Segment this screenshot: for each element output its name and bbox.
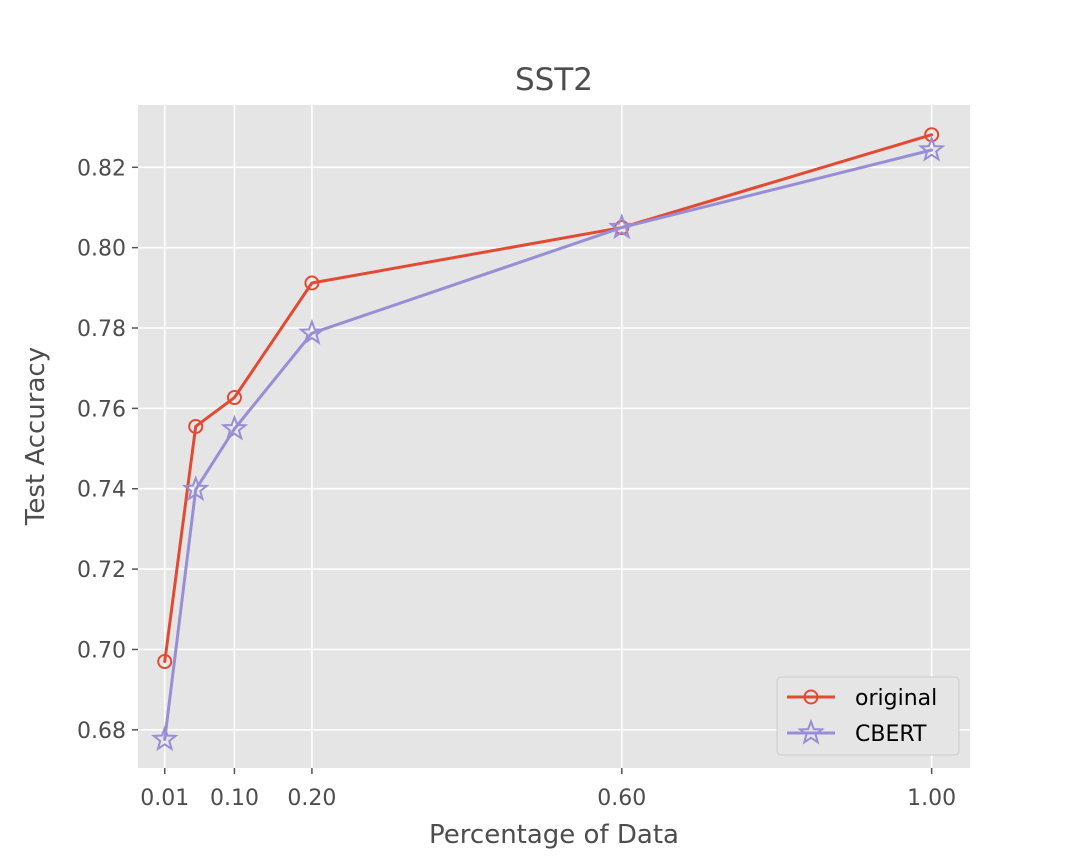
y-tick-label: 0.78 — [77, 317, 126, 342]
x-tick-label: 0.10 — [210, 786, 259, 811]
legend-label: original — [855, 686, 937, 711]
data-point-circle — [188, 418, 204, 434]
x-tick-label: 0.20 — [287, 786, 336, 811]
data-point-star — [298, 318, 326, 345]
y-tick-label: 0.82 — [77, 156, 126, 181]
data-point-star — [220, 414, 249, 441]
legend-label: CBERT — [855, 722, 927, 747]
data-point-circle — [226, 390, 242, 406]
series-line — [163, 133, 934, 664]
grid — [138, 105, 970, 768]
data-point-circle — [304, 275, 320, 291]
y-tick-label: 0.76 — [77, 397, 126, 422]
legend-marker — [797, 718, 825, 745]
y-tick-label: 0.70 — [77, 638, 126, 663]
y-tick-label: 0.72 — [77, 558, 126, 583]
series-cbert — [151, 135, 946, 752]
x-tick-label: 0.01 — [140, 786, 189, 811]
data-point-star — [608, 213, 636, 240]
series-layer — [151, 127, 946, 752]
ticks: 0.01 0.10 0.20 0.60 1.00 0.68 0.70 0.72 0.74 0.76… — [77, 156, 956, 811]
data-point-star — [917, 135, 946, 162]
y-tick-label: 0.80 — [77, 237, 126, 262]
x-tick-label: 0.60 — [597, 786, 646, 811]
legend: original CBERT — [776, 676, 960, 756]
x-axis-label: Percentage of Data — [429, 820, 679, 850]
y-tick-label: 0.68 — [77, 719, 126, 744]
legend-marker — [803, 689, 819, 705]
data-point-star — [182, 475, 210, 502]
series-line — [163, 148, 934, 741]
plot-background — [138, 105, 970, 768]
x-tick-label: 1.00 — [907, 786, 956, 811]
data-point-circle — [157, 654, 173, 670]
y-axis-label: Test Accuracy — [21, 347, 51, 526]
chart-title: SST2 — [515, 62, 593, 98]
data-point-star — [151, 725, 179, 752]
y-tick-label: 0.74 — [77, 478, 126, 503]
